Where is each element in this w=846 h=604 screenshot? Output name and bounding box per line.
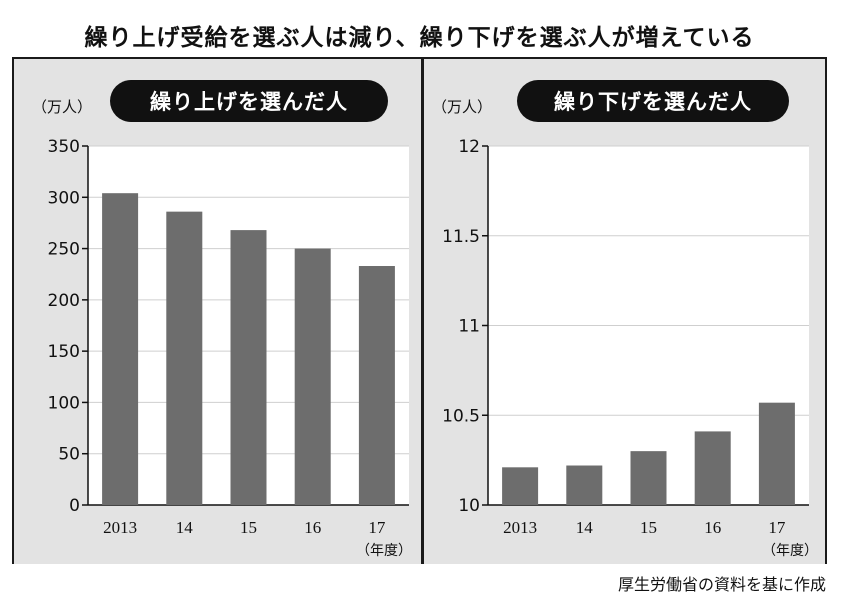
right-ytick-label: 12	[458, 137, 480, 157]
right-ytick-label: 10	[458, 496, 480, 516]
right-ytick-label: 10.5	[442, 406, 480, 426]
left-ytick-label: 300	[48, 188, 80, 208]
left-ytick-label: 200	[48, 291, 80, 311]
left-ytick-label: 0	[69, 496, 80, 516]
right-xtick-label: 17	[768, 518, 786, 537]
left-ytick-label: 50	[58, 445, 80, 465]
left-unit-label: （万人）	[32, 98, 92, 116]
right-bar	[566, 465, 603, 505]
right-chart-title: 繰り下げを選んだ人	[517, 80, 789, 122]
left-xtick-label: 15	[240, 518, 257, 537]
left-xunit-label: （年度）	[356, 543, 412, 559]
left-ytick-label: 250	[48, 240, 80, 260]
left-bar	[358, 266, 395, 505]
left-xtick-label: 2013	[103, 518, 137, 537]
left-xtick-label: 17	[368, 518, 386, 537]
right-xtick-label: 14	[576, 518, 594, 537]
right-xunit-label: （年度）	[762, 543, 818, 559]
left-bar	[166, 211, 203, 505]
right-unit-label: （万人）	[432, 98, 492, 116]
right-bar	[502, 467, 539, 505]
left-ytick-label: 150	[48, 342, 80, 362]
left-bar	[102, 193, 139, 505]
right-ytick-label: 11	[458, 317, 480, 337]
right-bar	[630, 451, 667, 505]
figure-title: 繰り上げ受給を選ぶ人は減り、繰り下げを選ぶ人が増えている	[12, 12, 827, 59]
right-bar	[694, 431, 731, 505]
left-ytick-label: 100	[48, 393, 80, 413]
panel-divider	[421, 59, 424, 564]
left-xtick-label: 14	[176, 518, 194, 537]
right-xtick-label: 2013	[503, 518, 537, 537]
left-bar	[230, 230, 267, 505]
source-note: 厚生労働省の資料を基に作成	[617, 575, 826, 594]
left-xtick-label: 16	[304, 518, 321, 537]
left-ytick-label: 350	[48, 137, 80, 157]
right-bar	[758, 402, 795, 505]
right-ytick-label: 11.5	[442, 227, 480, 247]
left-chart-title: 繰り上げを選んだ人	[110, 80, 388, 122]
right-xtick-label: 16	[704, 518, 721, 537]
left-bar	[294, 248, 331, 506]
right-xtick-label: 15	[640, 518, 657, 537]
